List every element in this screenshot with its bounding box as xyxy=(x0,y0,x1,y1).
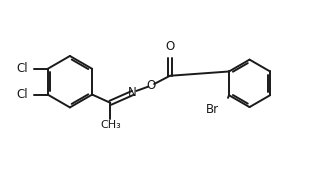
Text: Cl: Cl xyxy=(16,88,28,101)
Text: O: O xyxy=(146,79,156,92)
Text: O: O xyxy=(166,40,174,53)
Text: CH₃: CH₃ xyxy=(100,120,121,130)
Text: N: N xyxy=(128,86,137,99)
Text: Br: Br xyxy=(206,103,219,116)
Text: Cl: Cl xyxy=(16,62,28,75)
